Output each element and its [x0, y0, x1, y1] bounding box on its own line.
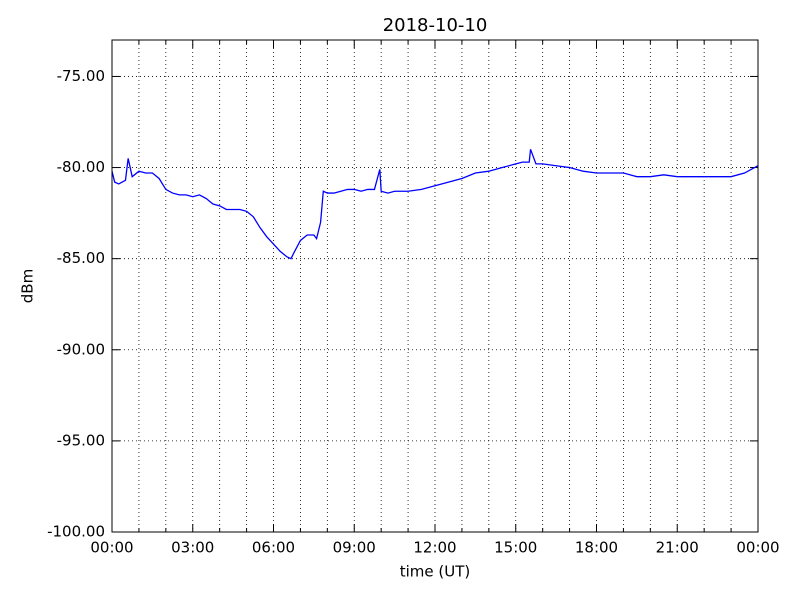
data-line: [111, 149, 759, 260]
y-tick-label: -100.00: [47, 523, 105, 541]
y-tick-label: -75.00: [57, 67, 105, 85]
x-tick-label: 00:00: [736, 539, 779, 557]
y-tick-label: -85.00: [57, 249, 105, 267]
x-tick-label: 03:00: [171, 539, 214, 557]
x-tick-label: 15:00: [494, 539, 537, 557]
x-tick-label: 09:00: [333, 539, 376, 557]
plot-frame: [111, 39, 759, 533]
chart-title: 2018-10-10: [383, 15, 488, 36]
x-tick-label: 18:00: [575, 539, 618, 557]
x-tick-label: 12:00: [413, 539, 456, 557]
y-tick-label: -80.00: [57, 158, 105, 176]
x-tick-label: 06:00: [252, 539, 295, 557]
x-axis-label: time (UT): [400, 563, 471, 581]
y-tick-label: -90.00: [57, 340, 105, 358]
x-tick-label: 21:00: [656, 539, 699, 557]
y-axis-label: dBm: [19, 269, 37, 303]
y-tick-label: -95.00: [57, 431, 105, 449]
x-tick-label: 00:00: [90, 539, 133, 557]
